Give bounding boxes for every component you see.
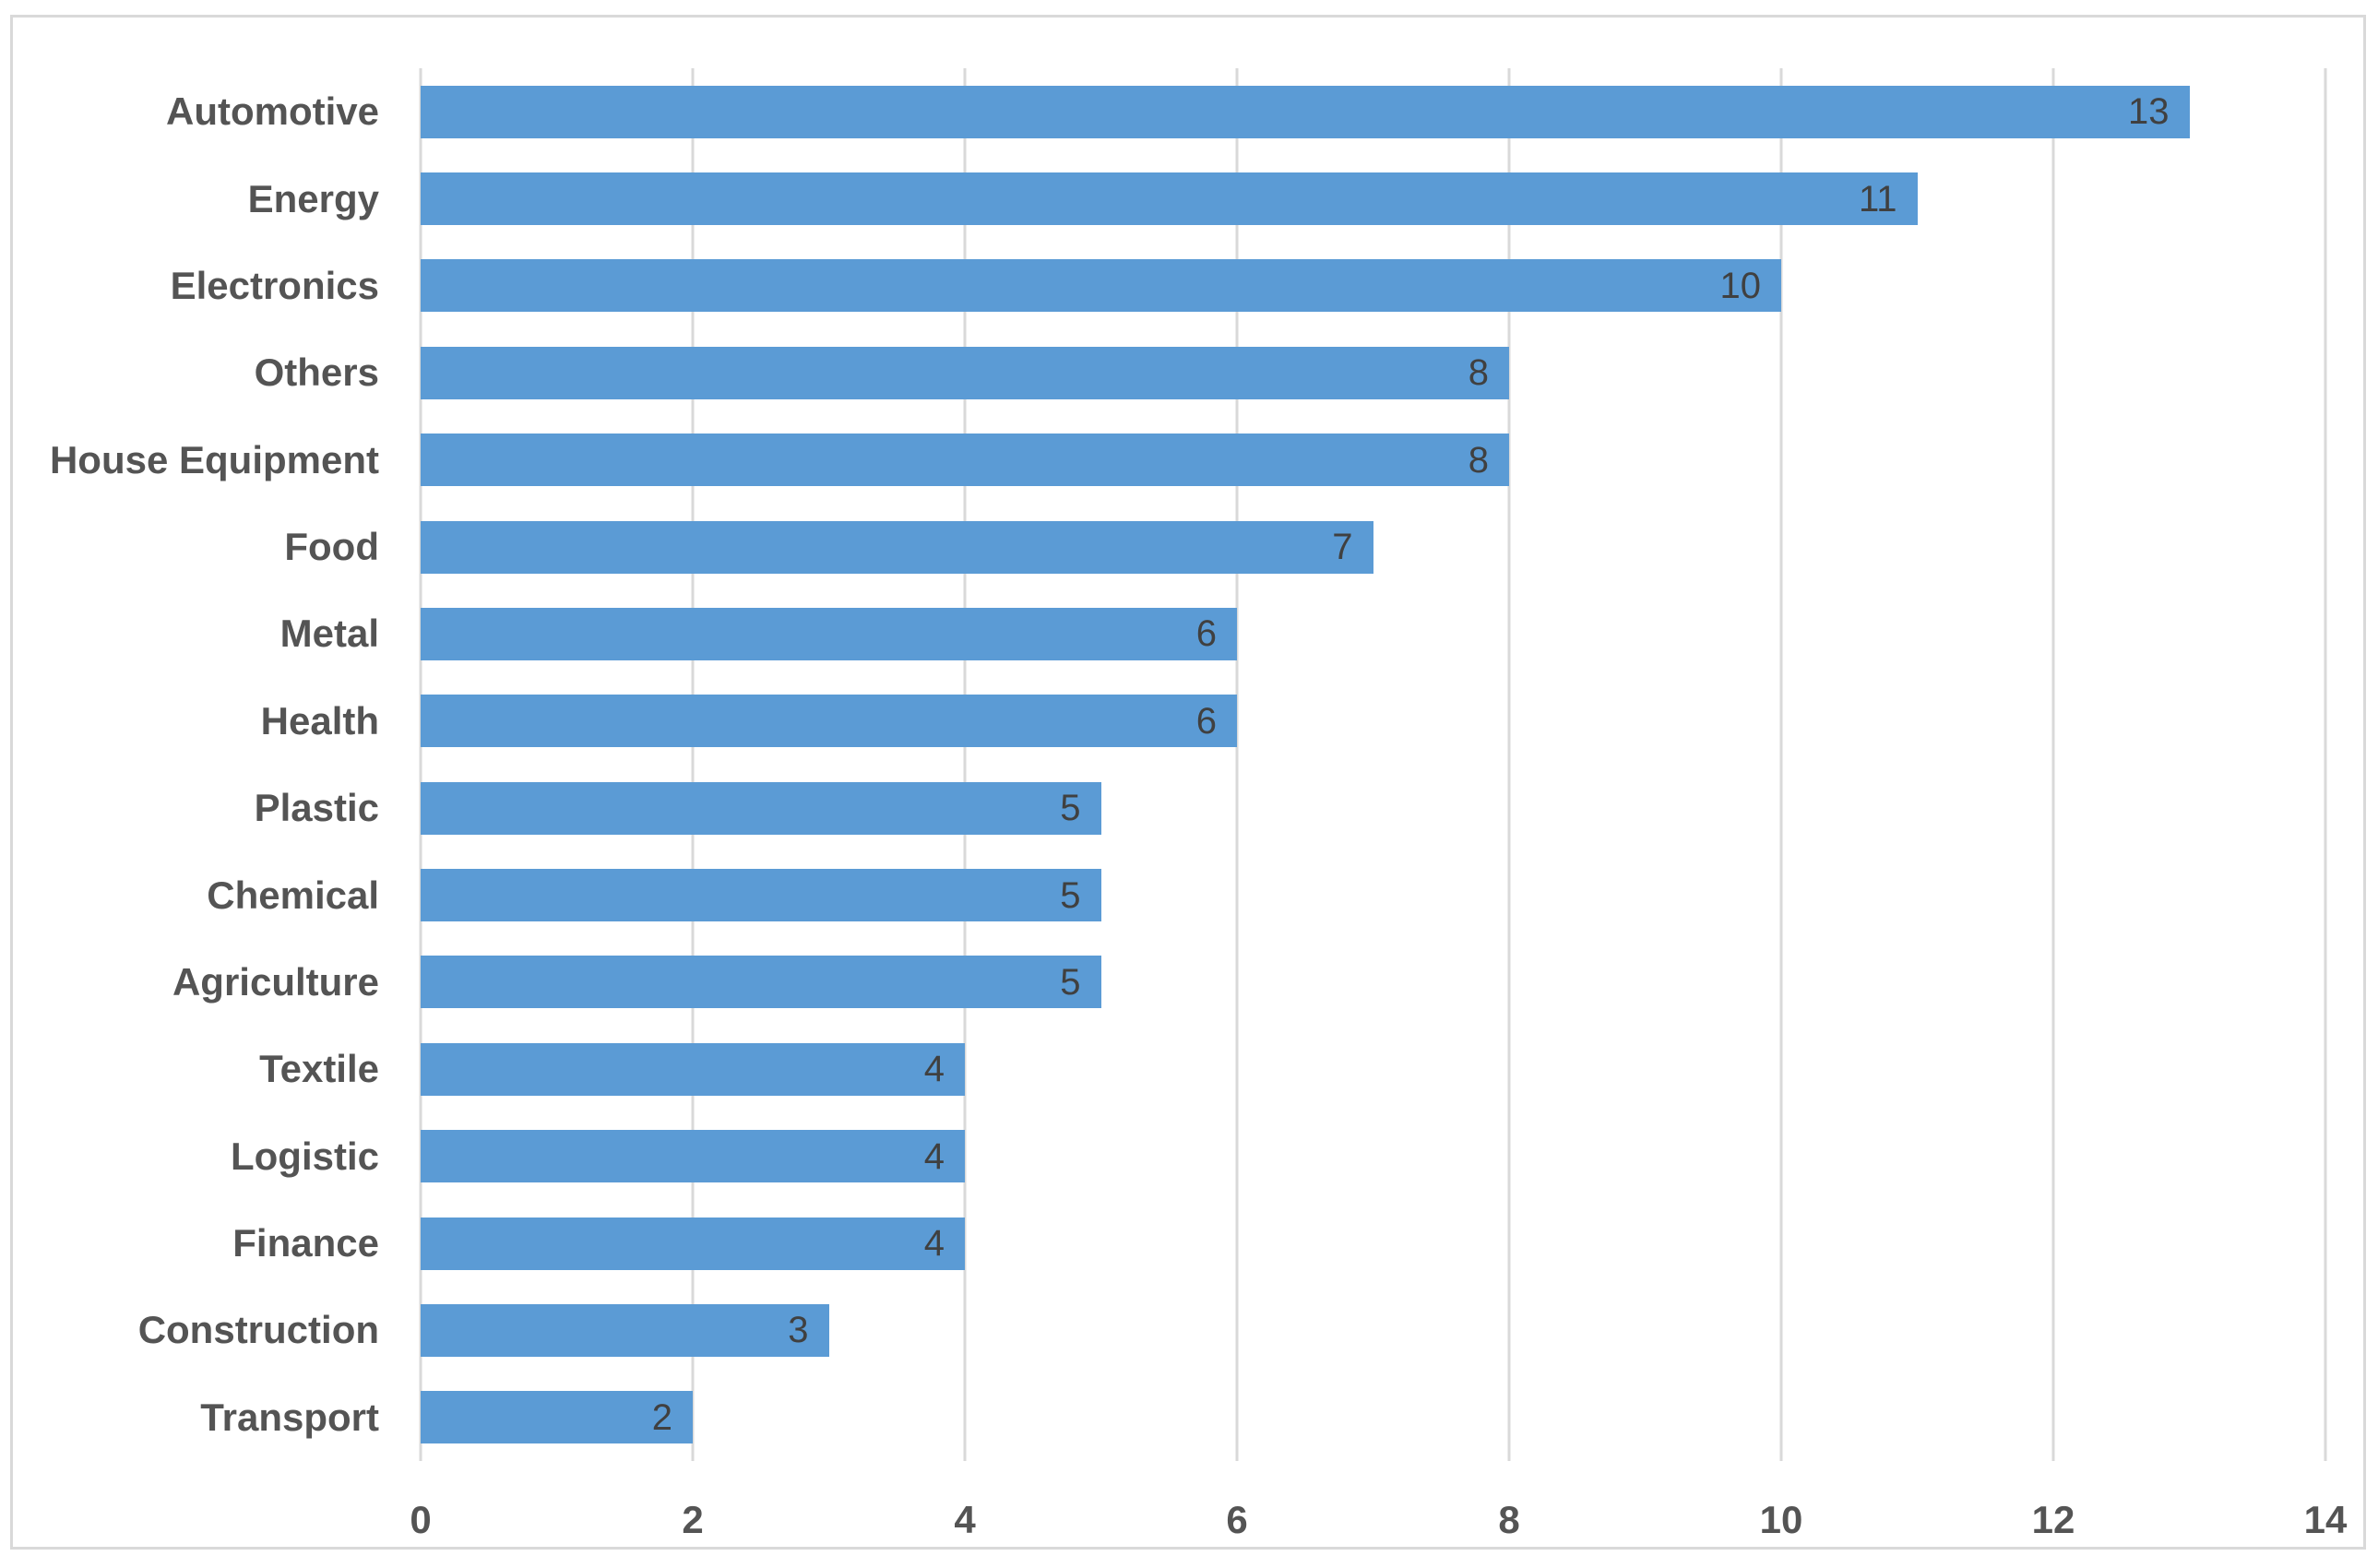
x-tick-label: 12 (2031, 1498, 2075, 1541)
bar-row: Energy 11 (248, 155, 2325, 242)
x-tick-label: 14 (2303, 1498, 2348, 1541)
bar: 4 (421, 1042, 965, 1096)
category-label: Textile (259, 1047, 379, 1091)
bar-value-label: 13 (2128, 91, 2170, 133)
plot-area: Automotive 13 Energy 11 Electronics 10 Others 8… (50, 68, 2327, 1461)
bar: 11 (421, 172, 1918, 226)
x-tick-label: 4 (954, 1498, 976, 1541)
bar: 2 (421, 1391, 693, 1444)
bar-value-label: 5 (1060, 961, 1081, 1003)
bar-value-label: 5 (1060, 874, 1081, 916)
category-label: Plastic (254, 786, 379, 830)
bar-row: Metal 6 (280, 590, 2325, 677)
bar: 5 (421, 869, 1101, 922)
bar: 13 (421, 85, 2190, 138)
bar-value-label: 10 (1719, 265, 1762, 306)
bar-value-label: 11 (1858, 178, 1897, 220)
bar-value-label: 5 (1060, 788, 1081, 829)
bar-value-label: 2 (651, 1396, 672, 1438)
bar-row: Health 6 (261, 678, 2325, 765)
category-label: Electronics (170, 263, 379, 307)
category-label: House Equipment (49, 437, 379, 481)
bar: 8 (421, 434, 1509, 487)
bar-row: Chemical 5 (207, 851, 2325, 938)
bar-value-label: 8 (1468, 439, 1489, 481)
bar: 5 (421, 781, 1101, 835)
bar-row: House Equipment 8 (50, 417, 2325, 504)
category-label: Transport (200, 1395, 379, 1439)
bar-value-label: 4 (923, 1135, 945, 1177)
category-label: Food (284, 525, 379, 569)
gridline (1779, 68, 1783, 1461)
gridline (2051, 68, 2055, 1461)
bar: 4 (421, 1130, 965, 1183)
bar: 10 (421, 259, 1781, 313)
bar-value-label: 3 (788, 1310, 809, 1351)
bar-value-label: 6 (1195, 700, 1217, 742)
bar: 7 (421, 520, 1373, 574)
bar-row: Agriculture 5 (172, 939, 2325, 1026)
bar-row: Finance 4 (232, 1200, 2325, 1287)
bar-row: Others 8 (255, 329, 2325, 416)
x-tick-label: 10 (1759, 1498, 1803, 1541)
bar-value-label: 6 (1195, 613, 1217, 655)
bar: 6 (421, 607, 1237, 660)
chart-frame: Automotive 13 Energy 11 Electronics 10 Others 8… (10, 15, 2366, 1550)
bar-value-label: 4 (923, 1049, 945, 1090)
bar-rows-layer: Automotive 13 Energy 11 Electronics 10 Others 8… (50, 68, 2325, 1461)
bar-value-label: 4 (923, 1223, 945, 1265)
gridline (963, 68, 967, 1461)
x-tick-label: 0 (410, 1498, 432, 1541)
x-tick-label: 6 (1226, 1498, 1248, 1541)
gridline (691, 68, 695, 1461)
x-tick-label: 8 (1498, 1498, 1520, 1541)
category-label: Automotive (166, 89, 379, 134)
bar-row: Textile 4 (259, 1026, 2325, 1112)
gridline (2324, 68, 2327, 1461)
bar: 5 (421, 956, 1101, 1009)
bar-row: Plastic 5 (255, 765, 2325, 851)
value-axis-line (419, 68, 422, 1461)
bar-row: Construction 3 (138, 1287, 2325, 1373)
category-label: Finance (232, 1221, 379, 1265)
bar: 6 (421, 695, 1237, 748)
category-label: Chemical (207, 873, 379, 917)
gridline (1507, 68, 1511, 1461)
bar-row: Automotive 13 (166, 68, 2325, 155)
category-label: Others (254, 350, 379, 395)
category-label: Metal (279, 612, 379, 656)
category-label: Health (260, 698, 379, 742)
category-label: Energy (247, 176, 379, 220)
bar: 8 (421, 346, 1509, 399)
x-axis: 0 2 4 6 8 10 12 14 (410, 1498, 2347, 1556)
category-label: Construction (137, 1308, 379, 1352)
bar-row: Transport 2 (200, 1374, 2325, 1461)
bar-row: Electronics 10 (171, 243, 2325, 329)
x-tick-label: 2 (682, 1498, 704, 1541)
bar: 3 (421, 1303, 829, 1357)
category-label: Agriculture (172, 959, 379, 1004)
bar-row: Logistic 4 (231, 1113, 2325, 1200)
category-label: Logistic (230, 1134, 379, 1178)
bar-row: Food 7 (284, 504, 2325, 590)
bar: 4 (421, 1217, 965, 1270)
bar-value-label: 8 (1468, 352, 1489, 394)
gridline (1235, 68, 1239, 1461)
bar-value-label: 7 (1332, 527, 1353, 568)
